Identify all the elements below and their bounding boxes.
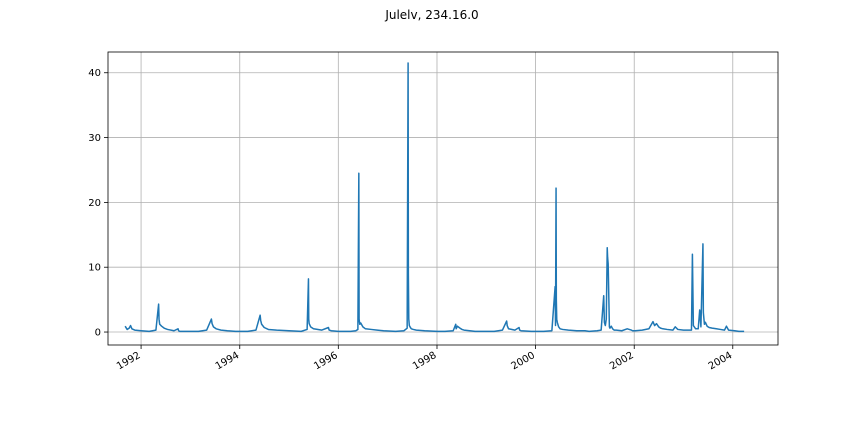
x-axis: 1992 1994 1996 1998 2000 2002 2004 [115, 345, 734, 372]
x-tick-label: 2000 [509, 350, 537, 372]
y-tick-label: 0 [95, 328, 101, 339]
series-layer [124, 62, 745, 333]
y-tick-label: 40 [88, 68, 101, 79]
x-tick-label: 1994 [214, 350, 242, 372]
x-tick-label: 1996 [312, 350, 340, 372]
chart-title: Julelv, 234.16.0 [384, 8, 478, 22]
x-tick-label: 1992 [115, 350, 143, 372]
y-axis: 0 10 20 30 40 [88, 68, 108, 339]
x-tick-label: 1998 [411, 350, 439, 372]
x-tick-label: 2004 [707, 350, 735, 372]
y-tick-label: 20 [88, 198, 101, 209]
y-tick-label: 30 [88, 133, 101, 144]
x-tick-label: 2002 [608, 350, 636, 372]
grid [108, 52, 778, 345]
plot-frame [107, 51, 779, 346]
series-line [124, 62, 745, 333]
y-tick-label: 10 [88, 263, 101, 274]
